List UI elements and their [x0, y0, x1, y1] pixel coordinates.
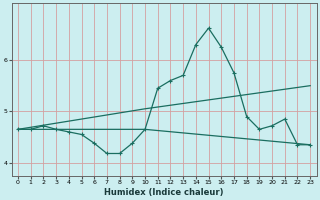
- X-axis label: Humidex (Indice chaleur): Humidex (Indice chaleur): [104, 188, 224, 197]
